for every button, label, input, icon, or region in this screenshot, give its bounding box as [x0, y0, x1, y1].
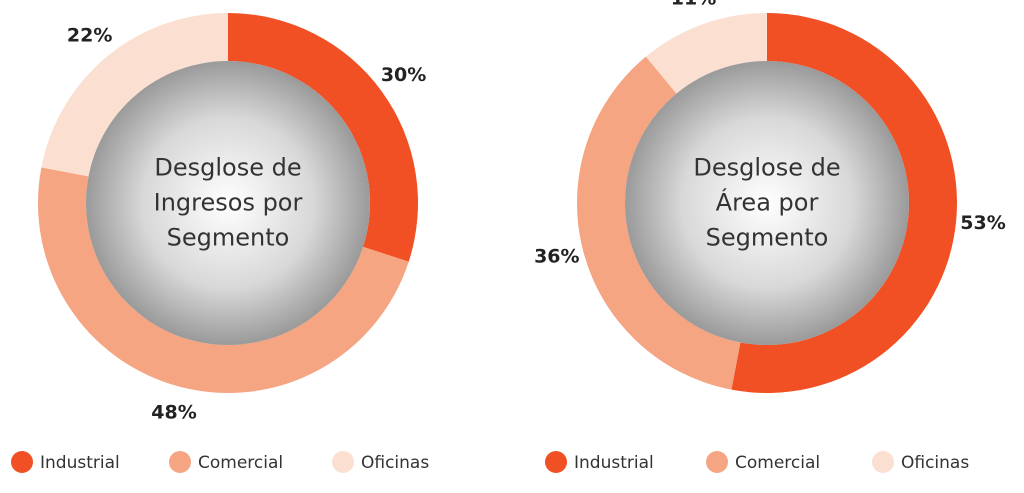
donut-segment — [731, 13, 957, 393]
legend-label: Comercial — [735, 453, 820, 473]
value-label: 36% — [534, 245, 579, 267]
legend-label: Oficinas — [901, 453, 969, 473]
donut-center — [86, 61, 370, 345]
legend-swatch — [332, 451, 354, 473]
value-label: 48% — [151, 402, 196, 424]
legend-label: Oficinas — [361, 453, 429, 473]
value-label: 53% — [960, 212, 1005, 234]
legend-swatch — [545, 451, 567, 473]
donut-segment — [228, 13, 418, 262]
center-title: Desglose de Área por Segmento — [693, 153, 841, 252]
legend-swatch — [169, 451, 191, 473]
value-label: 22% — [67, 24, 112, 46]
legend-label: Industrial — [40, 453, 120, 473]
donut-segment — [38, 167, 409, 394]
donut-center — [625, 61, 909, 345]
value-label: 30% — [381, 64, 426, 86]
donut-segment — [577, 56, 741, 390]
donut-segment — [645, 13, 767, 94]
center-title: Desglose de Ingresos por Segmento — [153, 153, 303, 252]
legend-label: Comercial — [198, 453, 283, 473]
donut-segment — [41, 13, 229, 177]
legend-swatch — [11, 451, 33, 473]
value-label: 11% — [671, 0, 716, 9]
legend-swatch — [706, 451, 728, 473]
legend-swatch — [872, 451, 894, 473]
legend-label: Industrial — [574, 453, 654, 473]
